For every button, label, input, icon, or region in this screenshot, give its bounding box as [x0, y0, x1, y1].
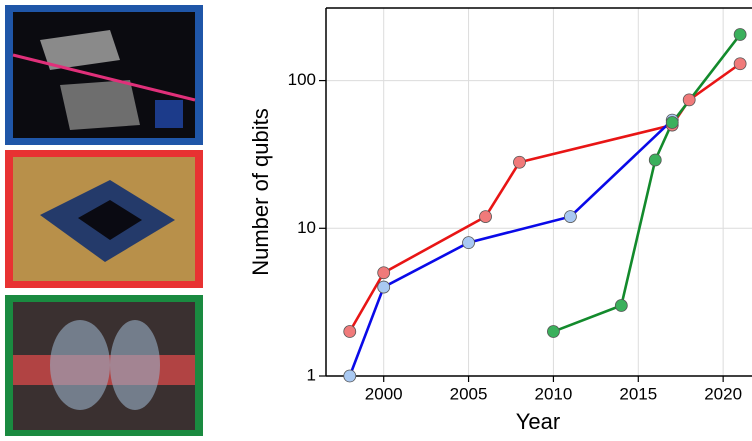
photo-shape: [155, 100, 183, 128]
x-tick-label: 2015: [619, 384, 657, 403]
photo-shape: [40, 30, 120, 70]
photo-shape: [60, 80, 140, 130]
photo-shape: [78, 200, 142, 240]
series-line: [348, 119, 674, 377]
data-point: [682, 93, 696, 107]
data-point: [614, 299, 628, 312]
x-tick-label: 2010: [535, 384, 573, 403]
data-point: [377, 280, 391, 294]
y-tick-label: 100: [288, 70, 316, 89]
data-point: [733, 57, 747, 71]
data-point: [377, 266, 391, 280]
x-axis-label: Year: [516, 409, 560, 434]
series-line: [552, 33, 742, 333]
y-tick-label: 1: [307, 365, 316, 384]
data-point: [343, 325, 357, 338]
data-point: [479, 210, 492, 223]
x-tick-label: 2005: [450, 384, 488, 403]
photo-panels: [5, 5, 203, 436]
data-point: [343, 369, 357, 383]
data-point: [733, 28, 747, 41]
x-tick-label: 2000: [365, 384, 403, 403]
y-tick-label: 10: [297, 218, 316, 237]
photo-shape: [110, 320, 160, 410]
data-point: [547, 325, 560, 338]
photo-shape: [12, 53, 196, 102]
x-tick-label: 2020: [704, 384, 742, 403]
data-point: [462, 236, 475, 250]
y-axis-label: Number of qubits: [248, 108, 273, 276]
series-line: [348, 62, 741, 333]
data-point: [513, 155, 526, 169]
data-point: [648, 153, 662, 167]
data-point: [563, 210, 577, 223]
photo-shape: [50, 320, 110, 410]
data-point: [665, 116, 679, 129]
